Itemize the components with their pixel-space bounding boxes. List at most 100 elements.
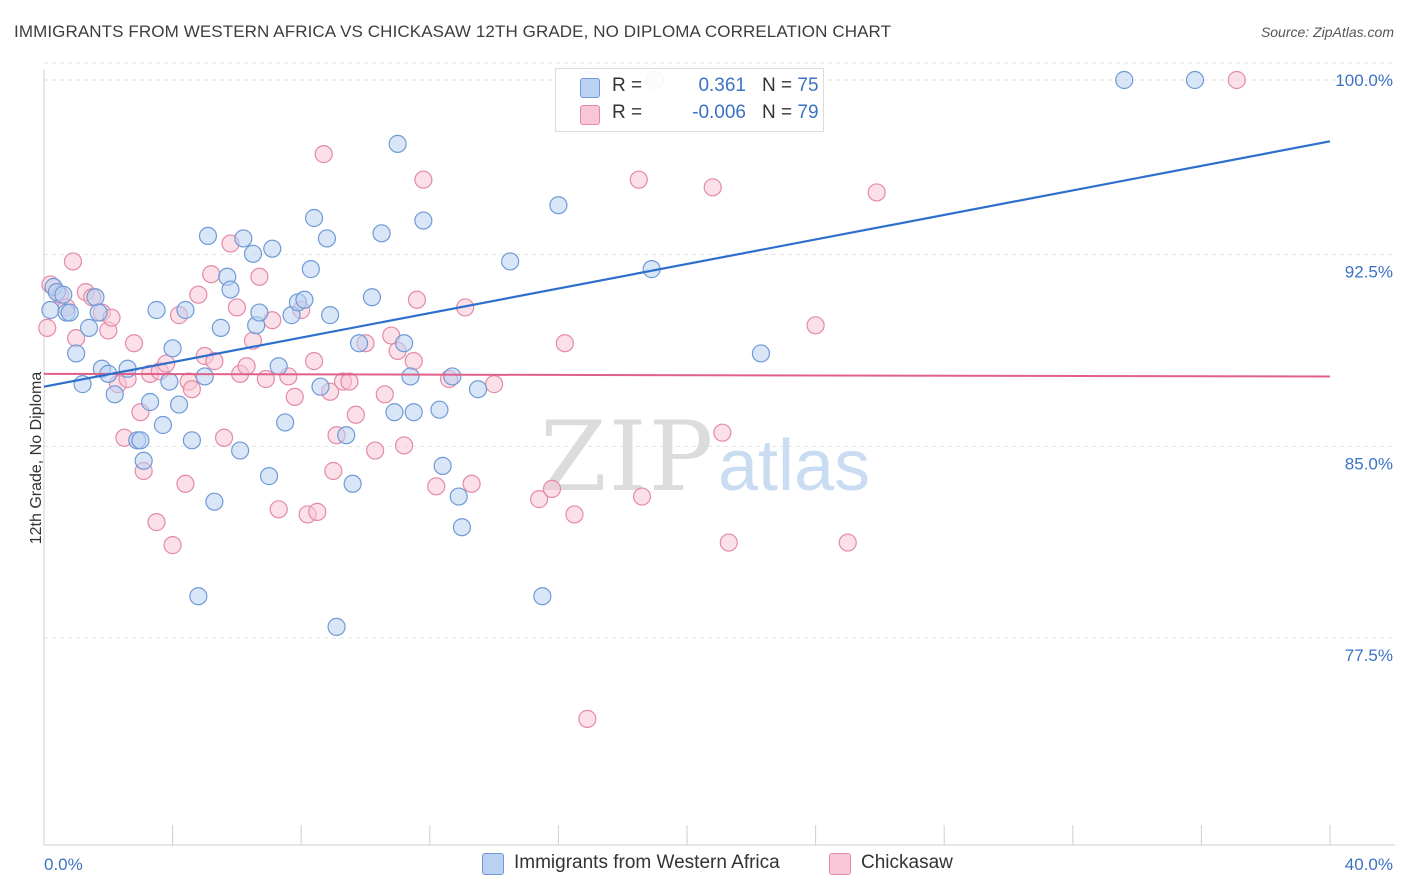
point-chickasaw [38,318,57,337]
legend-r-value: 0.361 [698,75,746,96]
point-western-africa [385,403,404,422]
point-chickasaw [1227,70,1246,90]
point-western-africa [163,339,182,358]
trend-lines [43,140,1331,388]
point-western-africa [169,395,189,414]
watermark-atlas: atlas [718,426,870,506]
point-chickasaw [214,428,234,447]
point-chickasaw [304,352,324,371]
point-chickasaw [578,709,597,728]
trend-line-chickasaw [43,372,1331,378]
point-western-africa [105,385,124,404]
point-chickasaw [227,298,246,317]
point-western-africa [89,303,108,322]
x-tick-label: 0.0% [44,855,83,874]
point-chickasaw [346,405,365,424]
point-western-africa [311,377,330,396]
point-chickasaw [147,513,166,532]
point-chickasaw [176,474,195,493]
point-western-africa [189,587,208,606]
point-western-africa [231,441,250,460]
point-western-africa [182,431,201,450]
point-chickasaw [314,145,333,164]
point-western-africa [404,403,423,422]
point-chickasaw [269,500,288,519]
point-western-africa [234,229,253,248]
point-western-africa [1115,70,1134,90]
point-chickasaw [375,385,394,404]
point-western-africa [443,367,462,386]
point-western-africa [211,318,230,337]
point-western-africa [304,208,324,228]
legend-n: N = 79 [762,102,819,123]
point-western-africa [250,303,269,322]
point-western-africa [276,413,295,432]
point-western-africa [449,487,468,506]
point-chickasaw [542,479,562,498]
point-western-africa [269,357,288,376]
point-western-africa [221,280,240,299]
point-western-africa [414,211,433,230]
point-chickasaw [838,533,857,552]
point-western-africa [452,518,472,537]
point-chickasaw [340,372,359,391]
point-western-africa [533,587,552,606]
point-chickasaw [182,380,201,399]
point-chickasaw [250,267,269,286]
point-western-africa [160,372,179,391]
x-tick-label: 40.0% [1345,855,1393,874]
point-chickasaw [427,477,446,496]
point-western-africa [501,252,520,271]
point-western-africa [1185,70,1205,90]
point-chickasaw [414,170,433,189]
axes [43,70,1395,846]
point-chickasaw [632,487,652,506]
point-chickasaw [256,369,275,389]
point-western-africa [549,196,568,215]
point-western-africa [301,260,320,279]
point-western-africa [317,229,337,248]
legend-label: Chickasaw [861,852,953,873]
point-western-africa [41,300,60,320]
series-chickasaw-points [38,70,1246,728]
point-western-africa [176,300,195,320]
point-western-africa [343,474,362,493]
point-western-africa [751,344,771,363]
point-chickasaw [189,285,208,304]
point-western-africa [147,300,166,320]
point-western-africa [468,380,488,399]
point-western-africa [195,367,214,386]
point-western-africa [394,334,414,353]
point-chickasaw [285,387,304,406]
y-tick-label: 85.0% [1345,454,1393,473]
point-western-africa [349,334,369,353]
point-chickasaw [806,316,825,335]
point-western-africa [327,617,346,636]
point-western-africa [259,467,279,486]
point-western-africa [60,303,79,322]
point-chickasaw [308,502,327,521]
point-chickasaw [713,423,732,442]
y-axis-label: 12th Grade, No Diploma [28,371,45,545]
source-credit: Source: ZipAtlas.com [1260,24,1394,40]
point-western-africa [388,134,407,153]
point-chickasaw [366,441,385,460]
point-chickasaw [404,352,423,371]
point-western-africa [337,426,356,445]
legend-swatch-pink [580,105,600,125]
point-western-africa [401,367,420,386]
point-chickasaw [407,290,427,309]
point-chickasaw [202,265,221,284]
legend-r-label: R = [612,75,643,96]
point-chickasaw [629,170,648,189]
gridlines [44,62,1395,639]
point-chickasaw [462,474,481,493]
point-chickasaw [205,352,224,371]
legend-swatch-blue [580,78,600,98]
point-western-africa [263,239,282,258]
tick-labels: 100.0% 92.5% 85.0% 77.5% 0.0% 40.0% [44,71,1393,874]
legend-n: N = 75 [762,75,819,96]
point-western-africa [321,306,340,325]
point-chickasaw [719,533,738,552]
